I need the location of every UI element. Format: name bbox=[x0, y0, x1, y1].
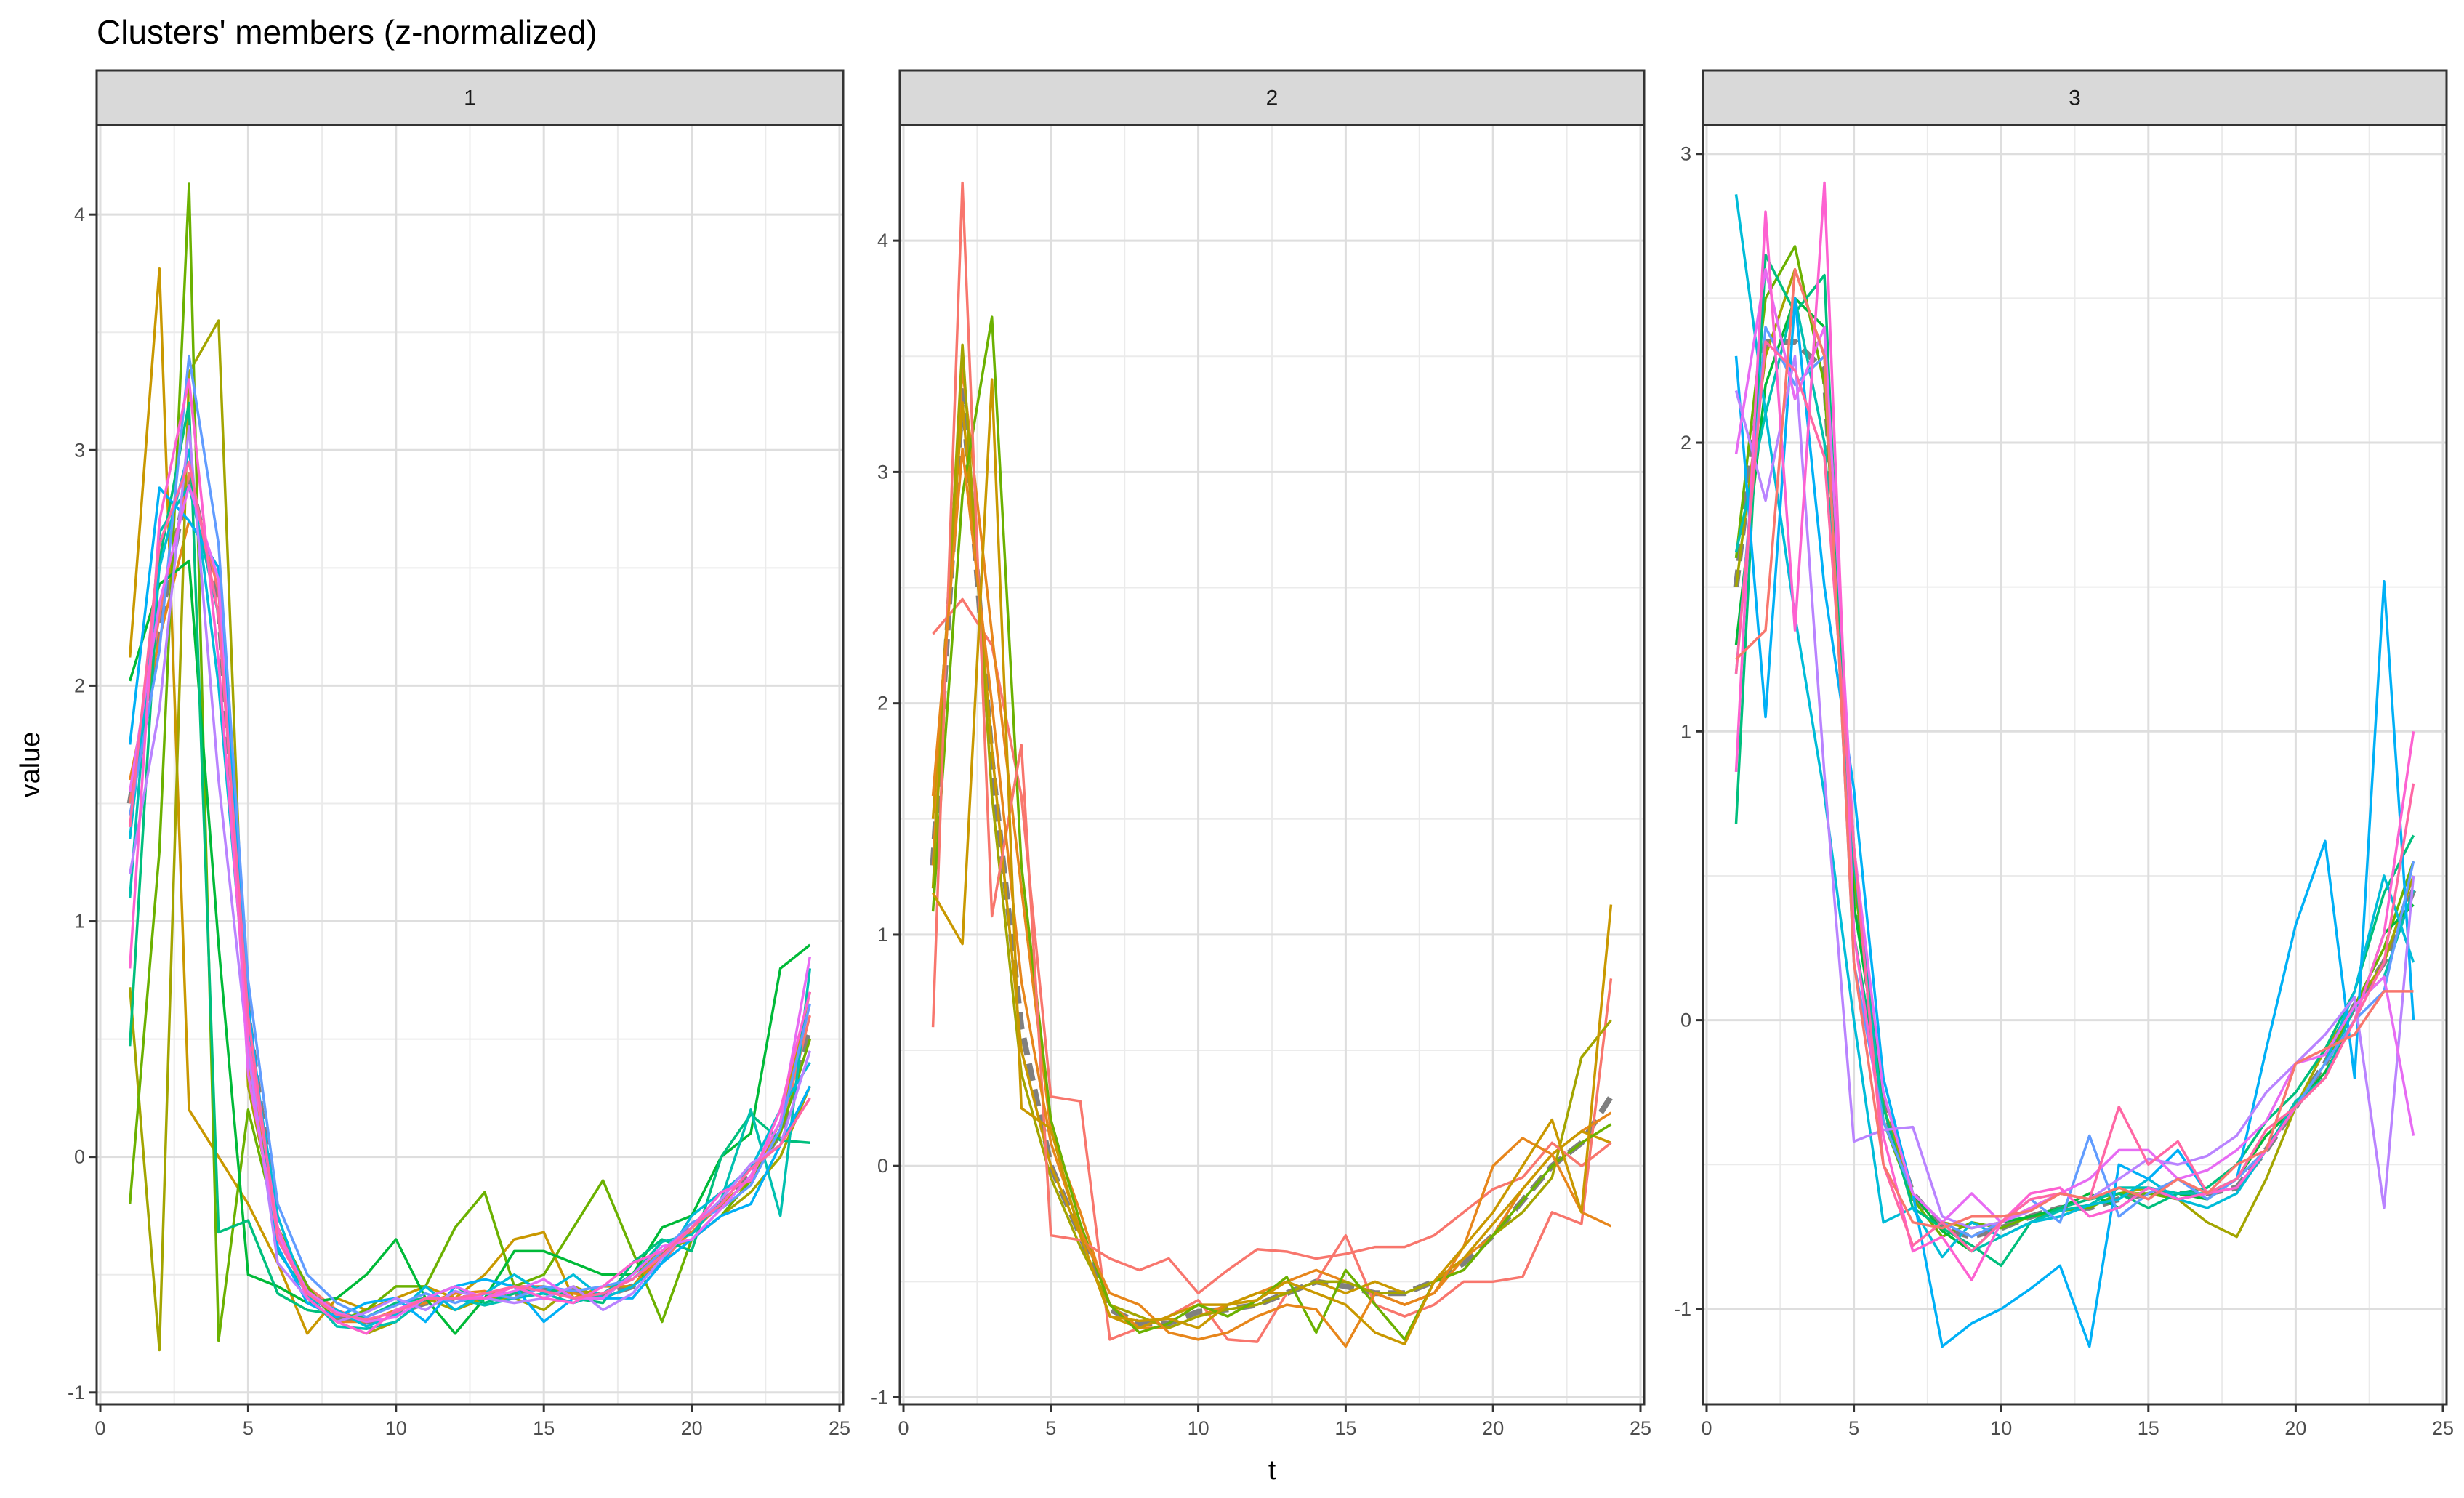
y-tick-label: 2 bbox=[74, 674, 85, 696]
x-axis-title: t bbox=[1268, 1455, 1276, 1486]
series-lines bbox=[1733, 181, 2417, 1348]
x-tick-label: 25 bbox=[2432, 1417, 2454, 1439]
series-line-8 bbox=[932, 378, 1613, 1346]
series-lines bbox=[126, 182, 813, 1352]
x-tick-label: 10 bbox=[1188, 1417, 1209, 1439]
x-tick-label: 25 bbox=[829, 1417, 850, 1439]
x-tick-label: 20 bbox=[2284, 1417, 2306, 1439]
x-tick-label: 5 bbox=[243, 1417, 254, 1439]
y-tick-label: -1 bbox=[871, 1386, 888, 1408]
y-tick-label: 4 bbox=[877, 230, 888, 251]
y-tick-label: -1 bbox=[1674, 1298, 1691, 1320]
series-line-14 bbox=[128, 378, 812, 1335]
series-line-6 bbox=[129, 559, 811, 1335]
facet-strip bbox=[898, 69, 1646, 126]
x-tick-label: 15 bbox=[533, 1417, 555, 1439]
y-tick-label: 1 bbox=[74, 911, 85, 933]
x-tick-label: 0 bbox=[898, 1417, 909, 1439]
y-tick-label: 0 bbox=[877, 1155, 888, 1177]
series-lines bbox=[930, 181, 1614, 1348]
y-axis-title: value bbox=[15, 732, 46, 798]
series-line-1 bbox=[932, 597, 1613, 1343]
series-line-7 bbox=[931, 447, 1612, 1348]
y-tick-label: 0 bbox=[74, 1146, 85, 1168]
series-line-13 bbox=[1735, 267, 2414, 1230]
y-tick-label: 3 bbox=[1680, 143, 1691, 165]
facet-strip bbox=[1702, 69, 2448, 126]
facet-strip-label: 2 bbox=[1266, 86, 1279, 110]
y-tick-label: -1 bbox=[68, 1382, 85, 1404]
x-tick-label: 15 bbox=[2138, 1417, 2159, 1439]
y-tick-label: 1 bbox=[1680, 720, 1691, 742]
facet-strip-label: 3 bbox=[2069, 86, 2081, 110]
y-tick-label: 2 bbox=[1680, 432, 1691, 454]
x-tick-label: 20 bbox=[1482, 1417, 1504, 1439]
y-tick-label: 0 bbox=[1680, 1010, 1691, 1031]
y-tick-label: 3 bbox=[877, 461, 888, 483]
x-tick-label: 20 bbox=[681, 1417, 703, 1439]
series-line-6 bbox=[931, 181, 1612, 1294]
facet-strip-label: 1 bbox=[464, 86, 476, 110]
x-tick-label: 5 bbox=[1848, 1417, 1859, 1439]
x-tick-label: 10 bbox=[385, 1417, 407, 1439]
x-tick-label: 10 bbox=[1990, 1417, 2012, 1439]
series-line-15 bbox=[128, 460, 811, 1321]
x-tick-label: 25 bbox=[1630, 1417, 1651, 1439]
y-tick-label: 3 bbox=[74, 439, 85, 461]
x-tick-label: 15 bbox=[1334, 1417, 1356, 1439]
series-line-5 bbox=[931, 315, 1612, 1341]
x-tick-label: 5 bbox=[1045, 1417, 1056, 1439]
y-tick-label: 2 bbox=[877, 693, 888, 714]
facet-strip bbox=[95, 69, 845, 126]
y-tick-label: 4 bbox=[74, 204, 85, 225]
x-tick-label: 0 bbox=[94, 1417, 105, 1439]
chart-title: Clusters' members (z-normalized) bbox=[97, 13, 597, 51]
x-tick-label: 0 bbox=[1701, 1417, 1712, 1439]
facet-panel-3: 3 0 5 10 15 20 25 -1 0 1 2 3 bbox=[1674, 69, 2454, 1439]
y-tick-label: 1 bbox=[877, 924, 888, 946]
